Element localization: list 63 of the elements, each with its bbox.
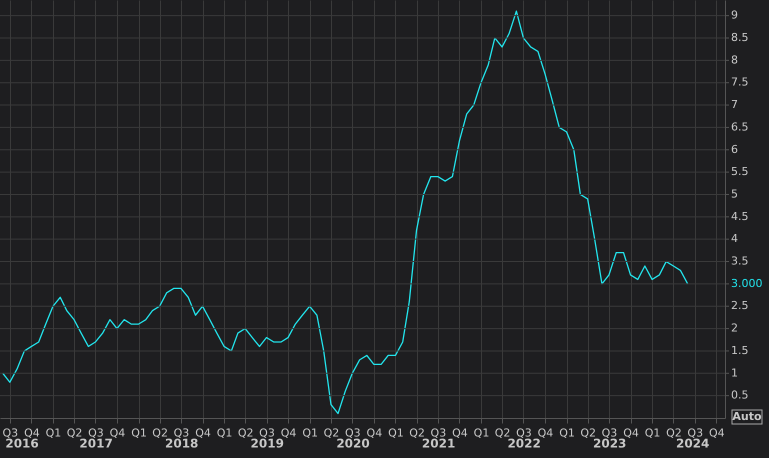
x-tick-label: Q1	[131, 426, 147, 440]
y-tick-label: 6	[731, 142, 738, 156]
x-tick-label: Q4	[280, 426, 296, 440]
x-tick-label: Q2	[580, 426, 596, 440]
y-tick-label: 1	[731, 366, 738, 380]
y-tick-label: 6.5	[731, 120, 748, 134]
x2-tick-label: 2018	[164, 436, 198, 450]
x-tick-label: Q2	[324, 426, 340, 440]
y-tick-label: 2.5	[731, 299, 748, 312]
x-tick-label: Q1	[474, 426, 490, 440]
x-tick-label: Q3	[602, 426, 618, 440]
x-tick-label: Q1	[559, 426, 575, 440]
x2-tick-label: 2024	[676, 436, 710, 450]
x-tick-label: Q3	[687, 426, 704, 440]
x-tick-label: Q4	[195, 426, 211, 440]
x2-tick-label: 2020	[336, 436, 370, 450]
y-tick-label: 0.5	[731, 388, 748, 402]
x2-tick-label: 2021	[422, 436, 456, 450]
x-tick-label: Q3	[430, 426, 446, 440]
y-tick-label: 3.5	[731, 254, 748, 268]
y-tick-label: 5.5	[731, 165, 748, 178]
x-tick-label: Q3	[516, 426, 532, 440]
x-tick-label: Q1	[216, 426, 232, 440]
x-tick-label: Q2	[666, 426, 682, 440]
x-tick-label: Q1	[302, 426, 318, 440]
x2-tick-label: 2022	[507, 436, 541, 450]
x-tick-label: Q2	[409, 426, 425, 440]
x-tick-label: Q2	[66, 426, 82, 440]
x-tick-label: Q4	[623, 426, 639, 440]
x2-tick-label: 2016	[5, 436, 39, 450]
x-tick-label: Q3	[174, 426, 190, 440]
x-tick-label: Q2	[494, 426, 510, 440]
x-tick-label: Q4	[24, 426, 40, 440]
x-tick-label: Q3	[259, 426, 275, 440]
y-tick-label: 4.5	[731, 210, 748, 223]
x-tick-label: Q4	[538, 426, 554, 440]
text: Auto	[732, 410, 762, 423]
x-tick-label: Q2	[152, 426, 168, 440]
x-tick-label: Q4	[708, 426, 725, 440]
x2-tick-label: 2017	[79, 436, 113, 450]
x-tick-label: Q3	[88, 426, 104, 440]
y-tick-label: 7.5	[731, 76, 748, 89]
line-series	[2, 10, 688, 414]
x-tick-label: Q3	[344, 426, 361, 440]
y-tick-label: 5	[731, 187, 738, 200]
x-tick-label: Q1	[644, 426, 660, 440]
x2-tick-label: 2023	[593, 436, 626, 450]
x-tick-label: Q4	[366, 426, 382, 440]
x-tick-label: Q1	[46, 426, 62, 440]
y-tick-label: 1.5	[731, 344, 748, 357]
y-tick-label: 7	[731, 98, 738, 112]
y-tick-label: 8	[731, 53, 738, 66]
x-tick-label: Q1	[388, 426, 404, 440]
y-tick-label: 8.5	[731, 31, 748, 44]
x-tick-label: Q4	[452, 426, 468, 440]
y-tick-label: 3.000	[731, 276, 762, 290]
y-tick-label: 2	[731, 322, 738, 335]
x2-tick-label: 2019	[250, 436, 284, 450]
x-tick-label: Q2	[238, 426, 254, 440]
x-tick-label: Q4	[110, 426, 126, 440]
y-tick-label: 9	[731, 8, 738, 22]
y-tick-label: 4	[731, 232, 738, 246]
x-tick-label: Q3	[2, 426, 18, 440]
